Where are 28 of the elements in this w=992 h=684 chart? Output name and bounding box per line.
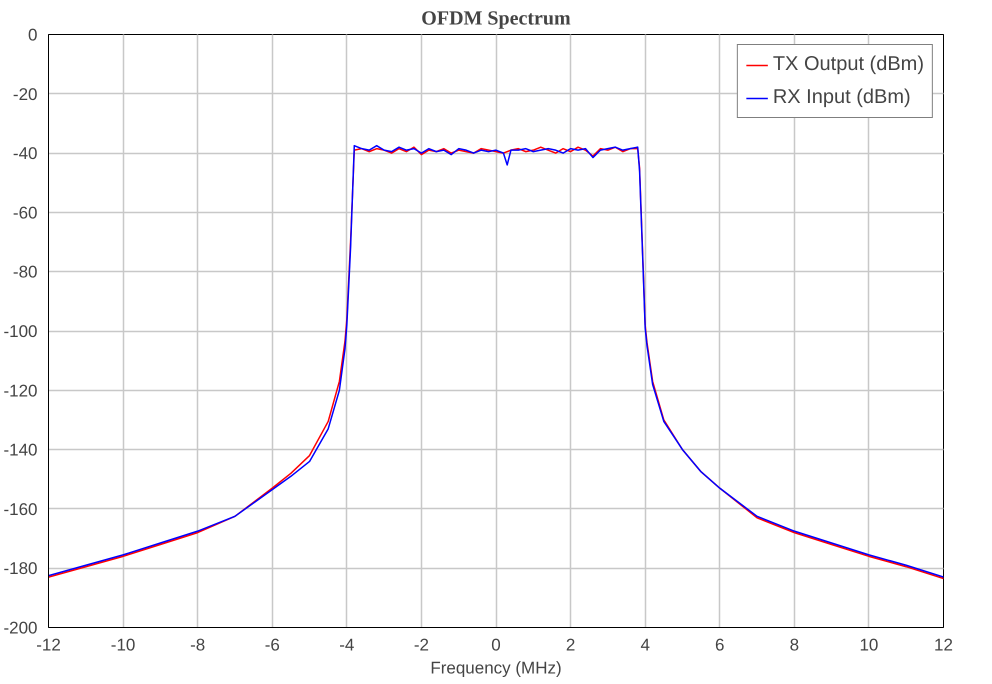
x-tick-label: 4 <box>640 636 650 654</box>
y-tick-label: -20 <box>12 84 38 104</box>
x-tick-label: 8 <box>790 636 800 654</box>
y-tick-label: -40 <box>12 144 38 164</box>
x-tick-label: -2 <box>414 636 429 654</box>
x-tick-label: 2 <box>566 636 576 654</box>
x-tick-label: -8 <box>190 636 206 654</box>
x-tick-label: -10 <box>110 636 136 654</box>
y-tick-label: -140 <box>3 440 38 460</box>
y-tick-label: 0 <box>28 26 38 44</box>
x-tick-label: -12 <box>36 636 61 654</box>
y-tick-label: -120 <box>3 381 38 400</box>
x-tick-label: -6 <box>264 636 280 654</box>
y-tick-label: -160 <box>3 500 38 519</box>
x-tick-label: 12 <box>934 636 953 654</box>
chart-title: OFDM Spectrum <box>421 8 572 30</box>
legend-label: RX Input (dBm) <box>772 86 911 109</box>
x-tick-label: -4 <box>339 636 354 654</box>
x-axis-title: Frequency (MHz) <box>430 658 562 678</box>
x-tick-label: 0 <box>491 636 501 654</box>
y-tick-label: -200 <box>3 618 38 638</box>
y-tick-label: -80 <box>12 262 38 282</box>
y-tick-label: -60 <box>12 203 38 222</box>
y-tick-label: -180 <box>3 559 38 578</box>
y-tick-label: -100 <box>3 322 38 341</box>
legend-label: TX Output (dBm) <box>772 53 924 76</box>
x-tick-label: 6 <box>715 636 724 654</box>
x-tick-label: 10 <box>859 636 878 654</box>
